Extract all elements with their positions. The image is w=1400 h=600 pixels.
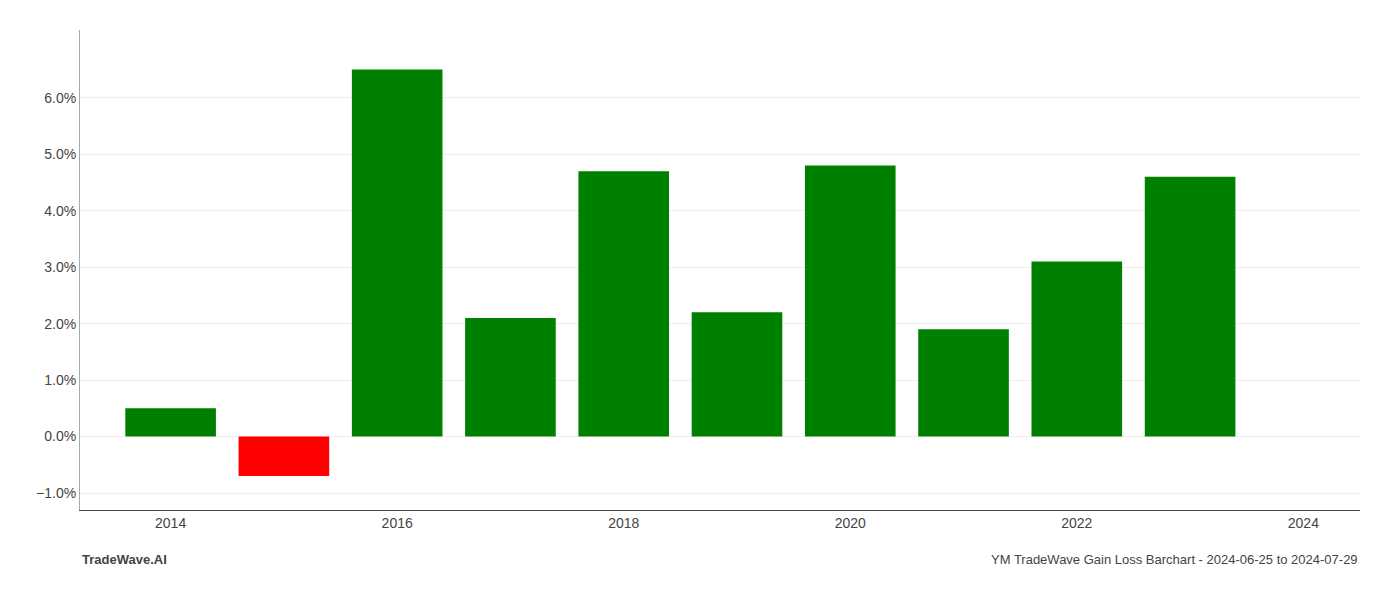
- svg-text:2022: 2022: [1061, 515, 1092, 531]
- svg-text:2024: 2024: [1288, 515, 1319, 531]
- svg-text:2018: 2018: [608, 515, 639, 531]
- svg-text:6.0%: 6.0%: [44, 90, 76, 106]
- svg-text:2014: 2014: [155, 515, 186, 531]
- svg-text:2020: 2020: [835, 515, 866, 531]
- svg-text:2.0%: 2.0%: [44, 316, 76, 332]
- svg-text:0.0%: 0.0%: [44, 428, 76, 444]
- svg-text:TradeWave.AI: TradeWave.AI: [82, 552, 167, 567]
- svg-text:1.0%: 1.0%: [44, 372, 76, 388]
- svg-text:YM TradeWave Gain Loss Barchar: YM TradeWave Gain Loss Barchart - 2024-0…: [991, 552, 1358, 567]
- svg-text:5.0%: 5.0%: [44, 146, 76, 162]
- svg-text:4.0%: 4.0%: [44, 203, 76, 219]
- svg-text:2016: 2016: [382, 515, 413, 531]
- svg-text:−1.0%: −1.0%: [36, 485, 76, 501]
- svg-text:3.0%: 3.0%: [44, 259, 76, 275]
